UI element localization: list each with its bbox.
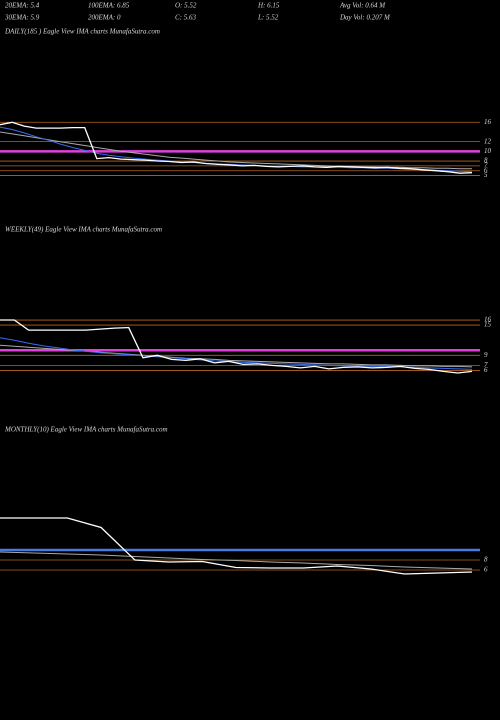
y-tick-label: 6 bbox=[484, 166, 488, 174]
header-stat: 20EMA: 5.4 bbox=[5, 2, 40, 10]
header-stat: 30EMA: 5.9 bbox=[4, 14, 40, 22]
y-tick-label: 6 bbox=[484, 366, 488, 374]
panel-title: MONTHLY(10) Eagle View IMA charts Munafa… bbox=[4, 426, 168, 434]
y-tick-label: 5 bbox=[484, 171, 488, 179]
price-line bbox=[0, 121, 473, 174]
y-tick-label: 16 bbox=[484, 118, 492, 126]
y-tick-label: 8 bbox=[484, 157, 488, 165]
panel-title: WEEKLY(49) Eagle View IMA charts MunafaS… bbox=[5, 226, 162, 234]
price-line bbox=[0, 517, 473, 575]
price-line bbox=[0, 551, 473, 570]
y-tick-label: 10 bbox=[484, 147, 492, 155]
price-line bbox=[0, 319, 473, 374]
header-stat: L: 5.52 bbox=[257, 14, 279, 22]
header-stat: H: 6.15 bbox=[257, 2, 280, 10]
y-tick-label: 9 bbox=[484, 351, 488, 359]
header-stat: 100EMA: 6.85 bbox=[88, 2, 130, 10]
price-line bbox=[0, 126, 473, 173]
header-stat: C: 5.63 bbox=[175, 14, 197, 22]
y-tick-label: 6 bbox=[484, 566, 488, 574]
header-stat: Day Vol: 0.207 M bbox=[339, 14, 391, 22]
y-tick-label: 16 bbox=[484, 316, 492, 324]
y-tick-label: 7 bbox=[484, 361, 488, 369]
header-stat: O: 5.52 bbox=[175, 2, 197, 10]
header-stat: Avg Vol: 0.64 M bbox=[339, 2, 386, 10]
y-tick-label: 7 bbox=[484, 161, 488, 169]
panel-title: DAILY(185 ) Eagle View IMA charts Munafa… bbox=[4, 28, 160, 36]
y-tick-label: 12 bbox=[484, 137, 492, 145]
y-tick-label: 15 bbox=[484, 321, 492, 329]
header-stat: 200EMA: 0 bbox=[88, 14, 121, 22]
y-tick-label: 8 bbox=[484, 556, 488, 564]
